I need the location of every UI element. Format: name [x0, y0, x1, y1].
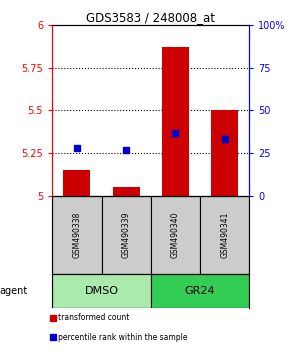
Bar [200, 196, 249, 274]
Text: transformed count: transformed count [58, 313, 130, 322]
Bar [63, 170, 90, 196]
Title: GDS3583 / 248008_at: GDS3583 / 248008_at [86, 11, 215, 24]
Bar [102, 196, 151, 274]
Text: GSM490341: GSM490341 [220, 212, 229, 258]
Bar [52, 274, 151, 308]
Bar [211, 110, 238, 196]
Text: GSM490340: GSM490340 [171, 212, 180, 258]
Text: percentile rank within the sample: percentile rank within the sample [58, 333, 188, 342]
Bar [151, 196, 200, 274]
Text: DMSO: DMSO [84, 286, 119, 296]
Bar [151, 274, 249, 308]
Bar [162, 47, 189, 196]
Bar [52, 196, 102, 274]
Text: GR24: GR24 [185, 286, 215, 296]
Text: GSM490338: GSM490338 [72, 212, 81, 258]
Bar [113, 187, 140, 196]
Text: agent: agent [0, 286, 28, 296]
Text: GSM490339: GSM490339 [122, 212, 131, 258]
